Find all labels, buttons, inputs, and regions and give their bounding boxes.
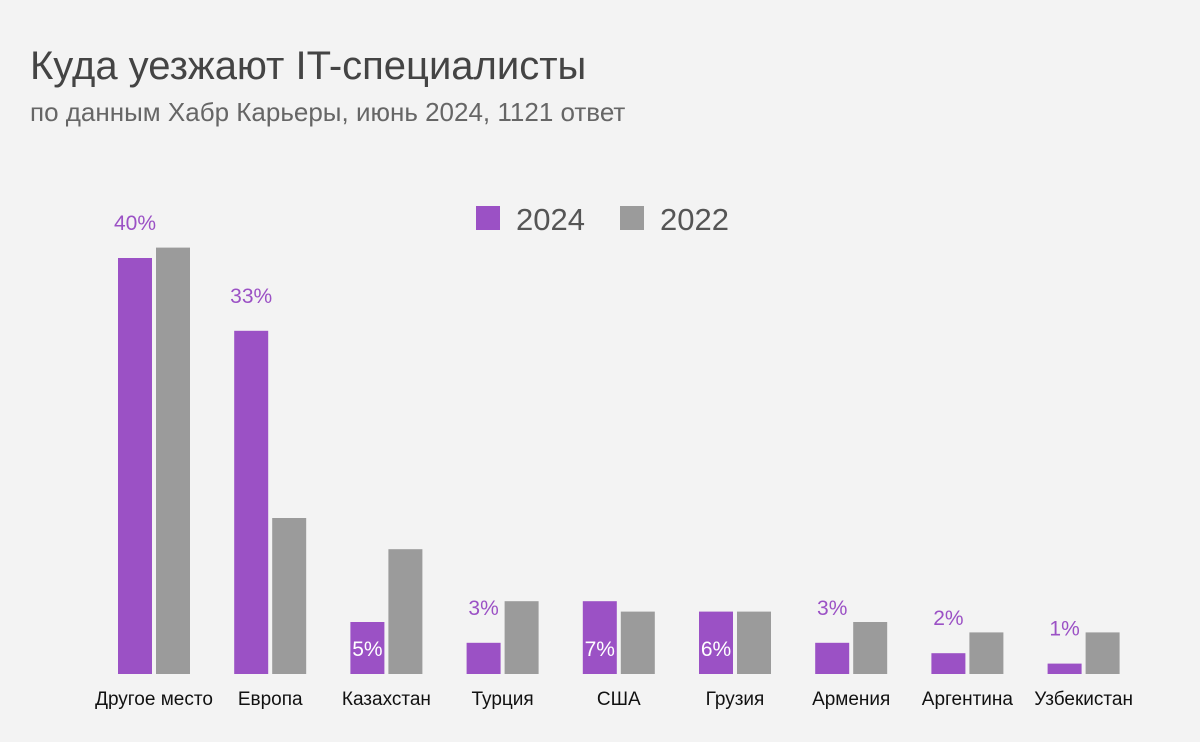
legend-label-2024: 2024 [516, 202, 585, 237]
bar-2022 [620, 611, 655, 674]
chart-subtitle: по данным Хабр Карьеры, июнь 2024, 1121 … [30, 97, 626, 127]
category-label: Другое место [95, 689, 213, 710]
bar-2024 [1047, 663, 1082, 674]
bar-2022 [969, 632, 1004, 674]
legend-label-2022: 2022 [660, 202, 729, 237]
bar-2024 [582, 601, 617, 674]
category-label: США [597, 689, 641, 710]
data-label-2024: 1% [1049, 618, 1079, 641]
bar-2024 [466, 642, 501, 674]
chart-title: Куда уезжают IT-специалисты [30, 44, 587, 88]
bar-2024 [350, 622, 385, 674]
data-label-2024: 3% [468, 597, 498, 620]
category-label: Аргентина [922, 689, 1014, 710]
data-label-2024: 40% [114, 212, 156, 235]
legend-swatch-2022 [620, 206, 644, 230]
data-label-2024: 2% [933, 607, 963, 630]
legend-swatch-2024 [476, 206, 500, 230]
bar-2022 [272, 518, 307, 674]
category-label: Армения [812, 689, 890, 710]
category-label: Европа [238, 689, 303, 710]
bar-2024 [118, 258, 152, 674]
data-label-2024: 33% [230, 285, 272, 308]
bar-2022 [504, 601, 539, 674]
category-label: Узбекистан [1034, 689, 1133, 710]
data-label-2024: 5% [352, 638, 382, 661]
category-label: Грузия [706, 689, 765, 710]
data-label-2024: 7% [585, 638, 615, 661]
bar-2022 [1085, 632, 1120, 674]
bar-2022 [156, 247, 190, 674]
bar-2024 [234, 330, 269, 674]
data-label-2024: 3% [817, 597, 847, 620]
bar-2022 [737, 611, 771, 674]
legend: 2024 2022 [476, 202, 729, 237]
bar-2022 [853, 622, 888, 674]
data-label-2024: 6% [701, 638, 731, 661]
bar-2024 [815, 642, 850, 674]
bar-2022 [388, 549, 423, 674]
bar-2024 [931, 653, 966, 674]
bar-2024 [699, 611, 733, 674]
category-label: Казахстан [342, 689, 431, 710]
category-label: Турция [472, 689, 534, 710]
